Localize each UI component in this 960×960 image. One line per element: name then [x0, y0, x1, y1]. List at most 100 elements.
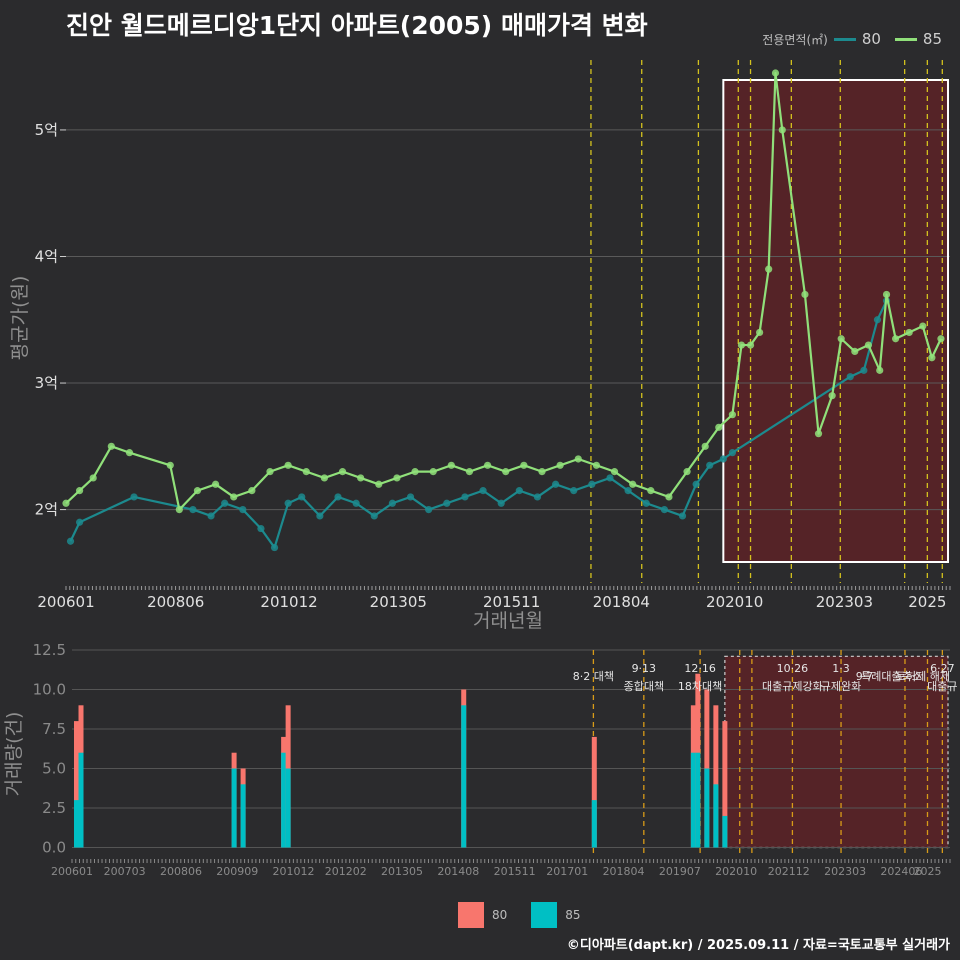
y-tick-label: 3억	[35, 374, 58, 392]
data-point-85	[76, 487, 84, 495]
x-tick-label: 2025	[908, 593, 946, 611]
legend-swatch-80	[833, 37, 856, 41]
data-point-80	[692, 480, 700, 488]
bar-x-tick-label: 202406	[880, 865, 922, 878]
data-point-85	[556, 461, 564, 469]
data-point-85	[520, 461, 528, 469]
bar-legend-label-85: 85	[565, 908, 581, 922]
bar-y-tick-label: 12.5	[33, 641, 66, 659]
bar-y-tick-label: 0.0	[42, 839, 66, 857]
data-point-80	[284, 499, 292, 507]
bar-x-tick-label: 200909	[216, 865, 258, 878]
bar-y-tick-label: 5.0	[42, 760, 66, 778]
data-point-80	[570, 487, 578, 495]
data-point-85	[538, 468, 546, 476]
legend-swatch-85	[894, 37, 917, 41]
data-point-85	[125, 449, 134, 457]
data-point-80	[588, 480, 596, 488]
bar-x-tick-label: 201804	[603, 865, 645, 878]
bar-85	[591, 800, 597, 848]
data-point-80	[860, 366, 868, 374]
data-point-80	[873, 316, 882, 324]
bar-y-tick-label: 7.5	[42, 720, 66, 738]
data-point-85	[919, 322, 927, 330]
data-point-85	[892, 335, 900, 343]
policy-label: 특례대출축소	[861, 670, 922, 683]
data-point-85	[701, 442, 709, 450]
bar-x-tick-label: 201511	[494, 865, 536, 878]
bar-x-tick-label: 201202	[325, 865, 367, 878]
legend-label-85: 85	[922, 30, 942, 48]
data-point-80	[316, 512, 324, 520]
y-tick-label: 5억	[35, 121, 58, 139]
policy-label: 8·2 대책	[573, 670, 614, 683]
data-point-80	[846, 373, 854, 381]
data-point-85	[778, 126, 786, 134]
data-point-85	[765, 265, 773, 273]
data-point-85	[166, 461, 174, 469]
data-point-80	[461, 493, 469, 501]
bar-85	[461, 705, 467, 848]
data-point-80	[606, 474, 614, 482]
data-point-80	[728, 449, 737, 457]
data-point-85	[937, 335, 945, 343]
data-point-85	[465, 468, 474, 476]
data-point-80	[719, 455, 727, 463]
data-point-80	[352, 499, 360, 507]
bar-x-tick-label: 201408	[437, 865, 479, 878]
data-point-80	[425, 505, 433, 514]
legend-title: 전용면적(㎡)	[762, 32, 828, 47]
bar-85	[231, 768, 237, 848]
data-point-85	[864, 341, 873, 349]
data-point-85	[715, 423, 723, 431]
data-point-80	[334, 493, 342, 501]
data-point-85	[175, 505, 183, 514]
data-point-80	[207, 512, 215, 520]
bar-legend: 80 85	[458, 902, 597, 928]
data-point-80	[130, 493, 138, 501]
data-point-80	[270, 543, 279, 552]
data-point-85	[248, 487, 256, 495]
bar-x-tick-label: 200703	[104, 865, 146, 878]
data-point-80	[189, 505, 197, 514]
data-point-80	[221, 499, 229, 507]
bar-y-tick-label: 2.5	[42, 799, 66, 817]
bar-80	[74, 721, 80, 848]
data-point-85	[411, 468, 419, 476]
data-point-85	[647, 487, 655, 495]
bar-x-tick-label: 2025	[913, 865, 941, 878]
bar-x-tick-label: 201701	[546, 865, 588, 878]
data-point-85	[876, 366, 884, 374]
x-tick-label: 201804	[593, 593, 650, 611]
bar-85	[74, 800, 80, 848]
highlight-region	[723, 80, 948, 562]
data-point-85	[266, 468, 274, 476]
policy-label: 토허제 해제	[896, 669, 950, 683]
data-point-85	[837, 335, 845, 343]
data-point-85	[502, 468, 510, 476]
data-point-80	[660, 505, 669, 514]
data-point-85	[746, 341, 755, 349]
x-tick-label: 201305	[370, 593, 427, 611]
data-point-85	[771, 69, 780, 77]
highlight-border	[722, 79, 949, 563]
data-point-85	[447, 461, 455, 469]
data-point-85	[737, 341, 746, 349]
data-point-80	[552, 480, 560, 488]
data-point-80	[66, 537, 75, 545]
policy-date-label: 10·26	[777, 662, 809, 675]
policy-date-label: 1·3	[832, 662, 850, 675]
legend-label-80: 80	[861, 30, 881, 48]
data-point-80	[533, 493, 542, 501]
bar-80	[722, 721, 728, 848]
data-point-85	[284, 461, 292, 469]
bar-80	[591, 736, 597, 848]
data-point-80	[624, 487, 632, 495]
bar-85	[281, 752, 287, 848]
policy-label: 대출규	[927, 680, 957, 693]
data-point-80	[706, 461, 714, 469]
series-line-80	[69, 300, 888, 549]
chart-title: 진안 월드메르디앙1단지 아파트(2005) 매매가격 변화	[66, 11, 648, 40]
data-point-80	[443, 499, 451, 507]
